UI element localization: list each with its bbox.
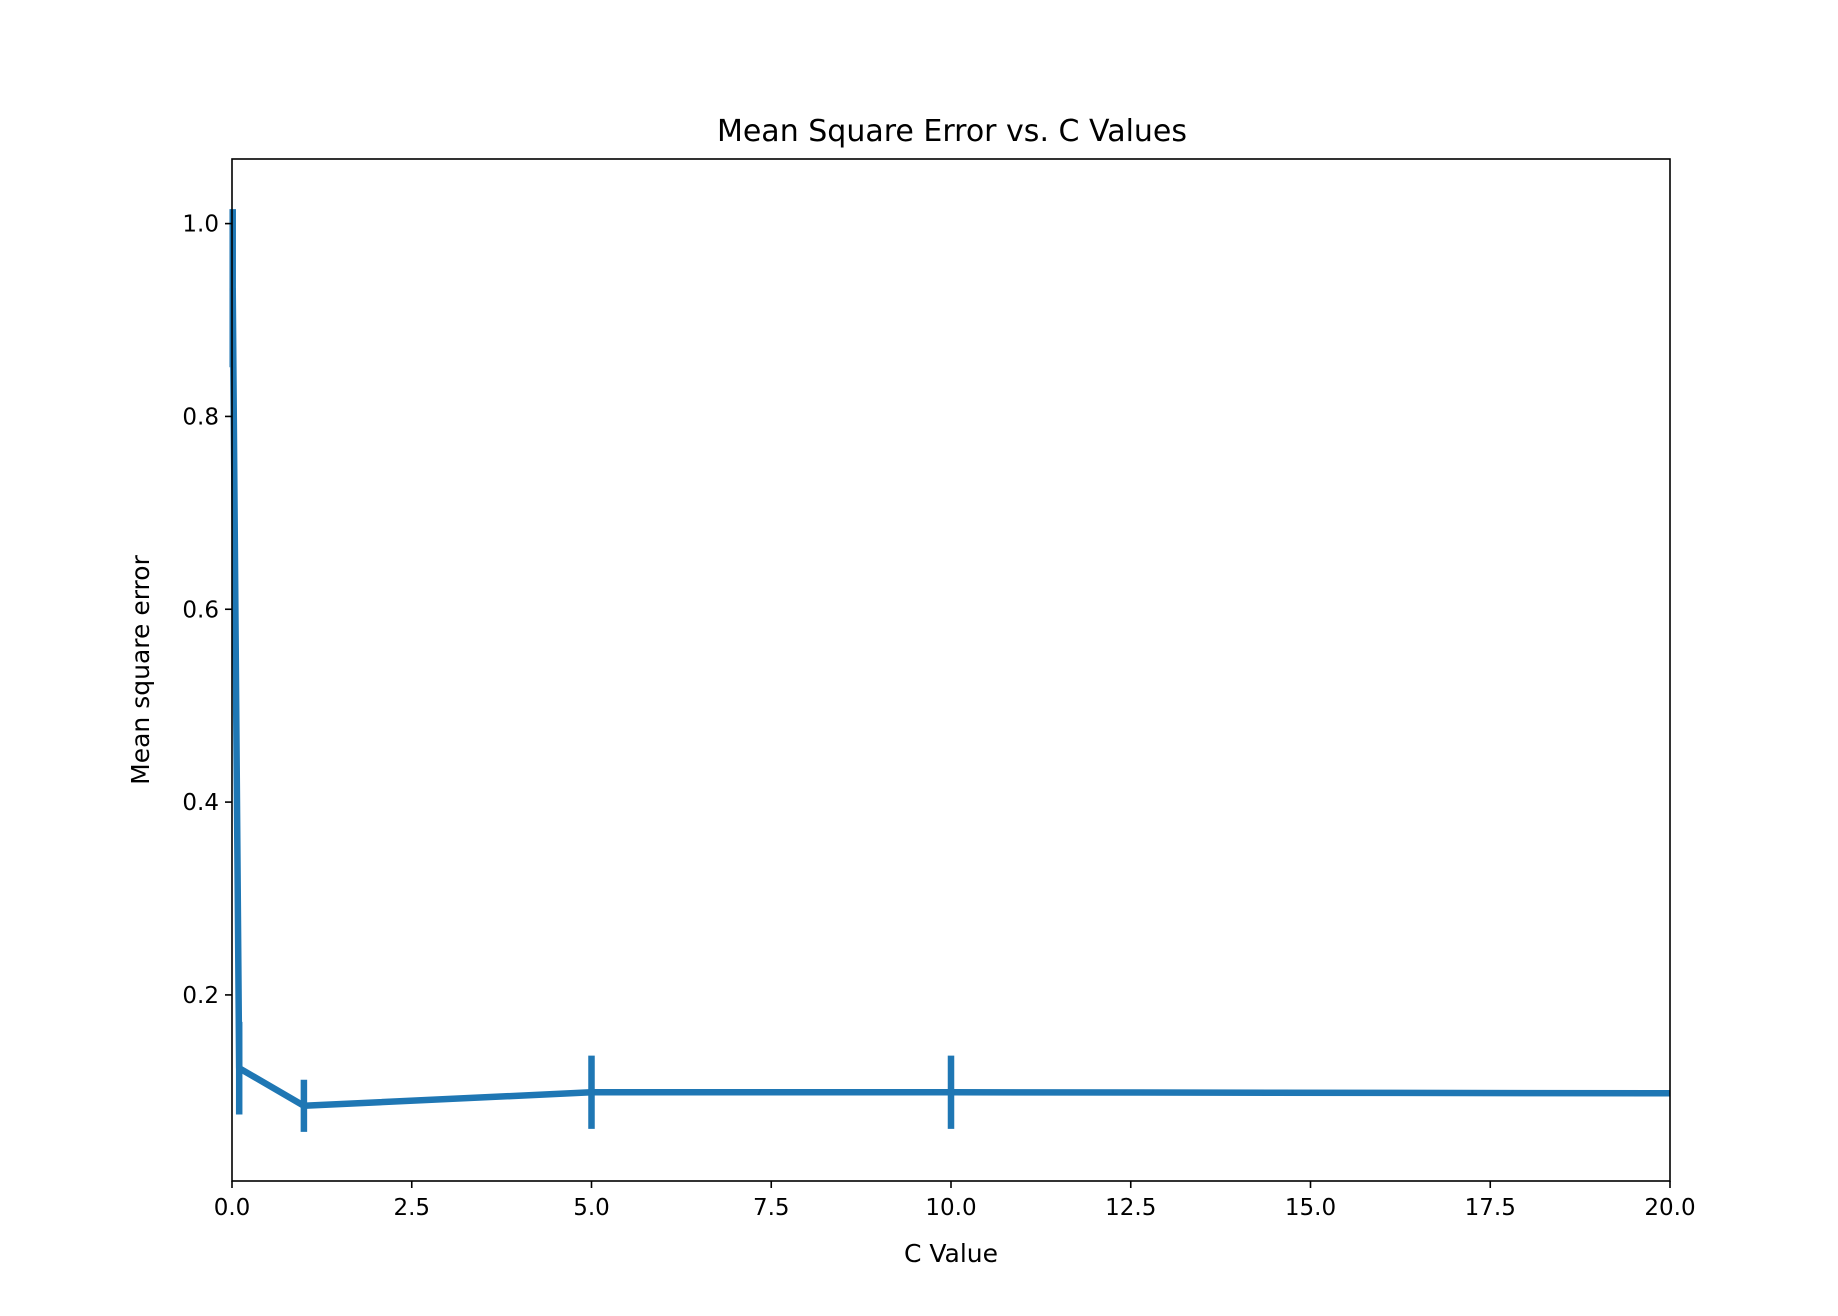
- x-tick-label: 17.5: [1465, 1195, 1516, 1221]
- chart-title: Mean Square Error vs. C Values: [717, 114, 1187, 149]
- y-tick-label: 0.6: [182, 597, 219, 623]
- x-tick-label: 2.5: [393, 1195, 430, 1221]
- y-axis-title: Mean square error: [126, 554, 155, 784]
- x-tick-label: 15.0: [1285, 1195, 1336, 1221]
- x-tick-label: 20.0: [1644, 1195, 1695, 1221]
- x-tick-label: 12.5: [1105, 1195, 1156, 1221]
- x-tick-label: 5.0: [573, 1195, 610, 1221]
- series-line: [229, 288, 1671, 1110]
- y-tick-label: 0.8: [182, 404, 219, 430]
- x-tick-label: 10.0: [925, 1195, 976, 1221]
- x-tick-label: 7.5: [753, 1195, 790, 1221]
- x-tick-label: 0.0: [214, 1195, 251, 1221]
- x-axis-title: C Value: [904, 1239, 998, 1268]
- y-axis: 0.2 0.4 0.6 0.8 1.0: [182, 212, 232, 1009]
- x-axis: 0.0 2.5 5.0 7.5 10.0 12.5 15.0 17.5 20.0: [214, 1181, 1696, 1221]
- y-tick-label: 0.2: [182, 983, 219, 1009]
- y-tick-label: 0.4: [182, 790, 219, 816]
- y-tick-label: 1.0: [182, 212, 219, 238]
